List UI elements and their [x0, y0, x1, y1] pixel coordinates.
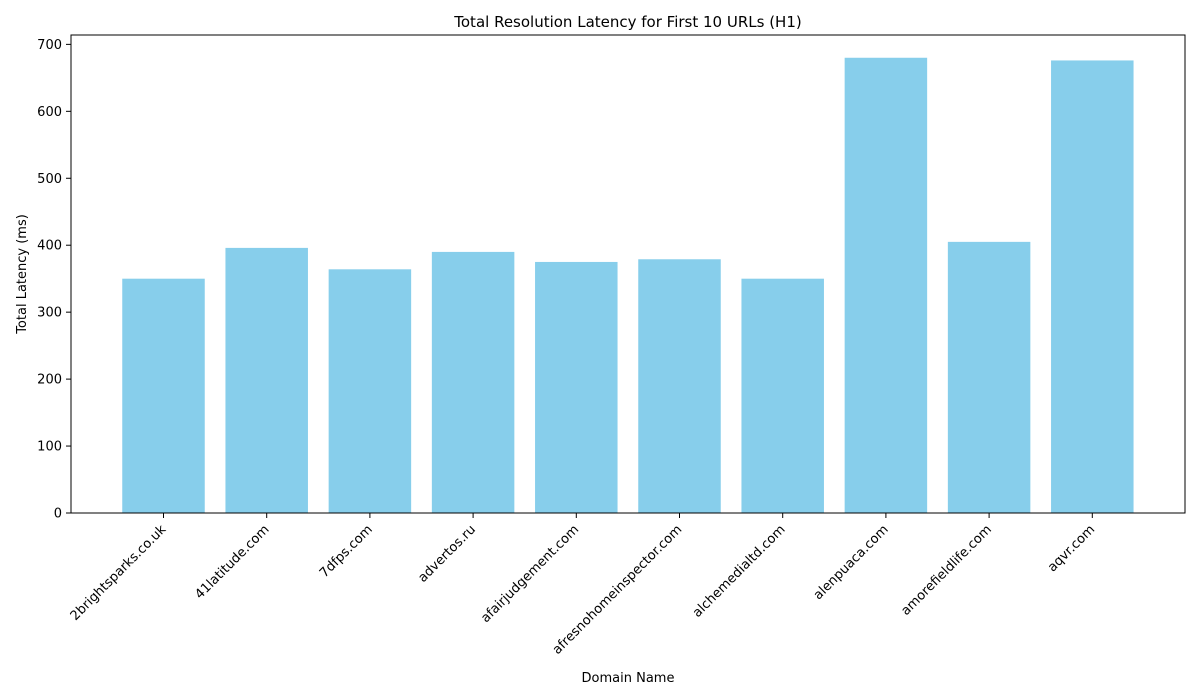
- bar-7dfps.com: [328, 269, 412, 513]
- y-tick-label: 500: [37, 172, 62, 187]
- y-tick-label: 600: [37, 105, 62, 120]
- bar-aqvr.com: [1051, 60, 1134, 513]
- y-tick-label: 700: [37, 38, 62, 53]
- bars-group: [122, 57, 1134, 513]
- y-axis-label: Total Latency (ms): [15, 214, 30, 335]
- bar-advertos.ru: [431, 251, 515, 513]
- bar-afresnohomeinspector.com: [638, 259, 721, 513]
- y-tick-label: 100: [37, 440, 62, 455]
- y-tick-label: 400: [37, 239, 62, 254]
- bar-2brightsparks.co.uk: [122, 278, 205, 513]
- chart-title: Total Resolution Latency for First 10 UR…: [453, 13, 801, 31]
- y-tick-label: 300: [37, 306, 62, 321]
- y-axis-ticks: 0 100 200 300 400 500 600 700: [37, 38, 71, 522]
- bar-alchemedialtd.com: [741, 278, 824, 513]
- y-tick-label: 200: [37, 373, 62, 388]
- y-tick-label: 0: [54, 507, 62, 522]
- plot-frame: [70, 34, 1186, 514]
- bar-amorefieldlife.com: [947, 241, 1031, 513]
- bar-afairjudgement.com: [535, 261, 618, 513]
- bar-41latitude.com: [225, 247, 308, 513]
- bar-alenpuaca.com: [844, 57, 928, 513]
- x-axis-label: Domain Name: [582, 671, 675, 686]
